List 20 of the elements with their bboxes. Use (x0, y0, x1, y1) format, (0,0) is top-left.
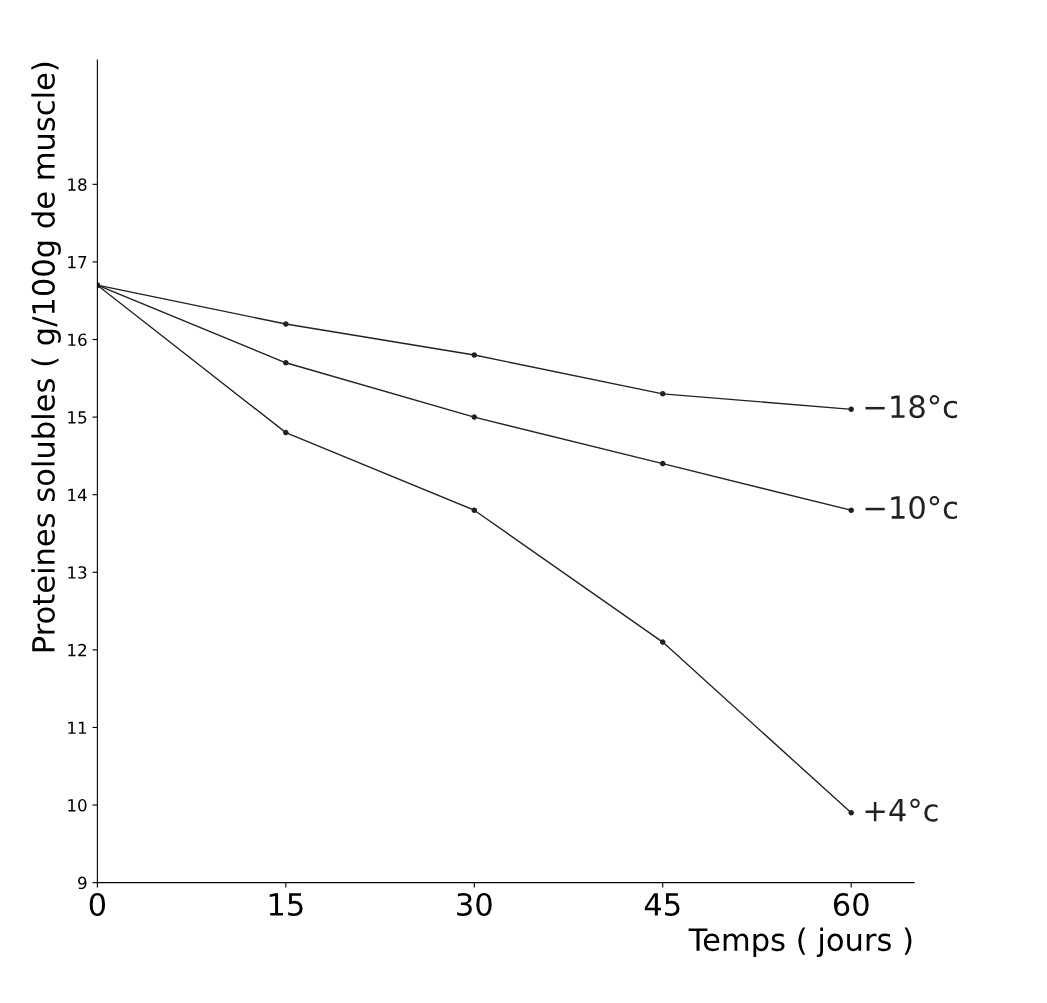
y-tick-label: 11 (68, 721, 87, 734)
x-tick-label: 15 (269, 893, 303, 917)
y-tick-label: 15 (68, 411, 87, 424)
series-label: −10°c (865, 495, 957, 520)
x-tick-label: 0 (89, 892, 106, 917)
x-tick-label: 60 (833, 892, 869, 917)
series-label: −18°c (865, 395, 957, 419)
y-tick-label: 10 (68, 799, 87, 812)
y-axis-title: Proteines solubles ( g/100g de muscle) (31, 62, 61, 652)
y-tick-label: 18 (68, 178, 87, 191)
x-tick-label: 45 (644, 893, 680, 917)
x-tick-label: 30 (457, 892, 492, 917)
y-tick-label: 16 (68, 333, 87, 347)
y-tick-label: 9 (78, 876, 87, 890)
y-tick-label: 12 (68, 643, 86, 657)
y-tick-label: 14 (68, 488, 87, 502)
x-axis-title: Temps ( jours ) (688, 927, 912, 958)
y-tick-label: 13 (68, 566, 87, 579)
series-label: +4°c (865, 798, 938, 822)
y-tick-label: 17 (68, 256, 87, 269)
